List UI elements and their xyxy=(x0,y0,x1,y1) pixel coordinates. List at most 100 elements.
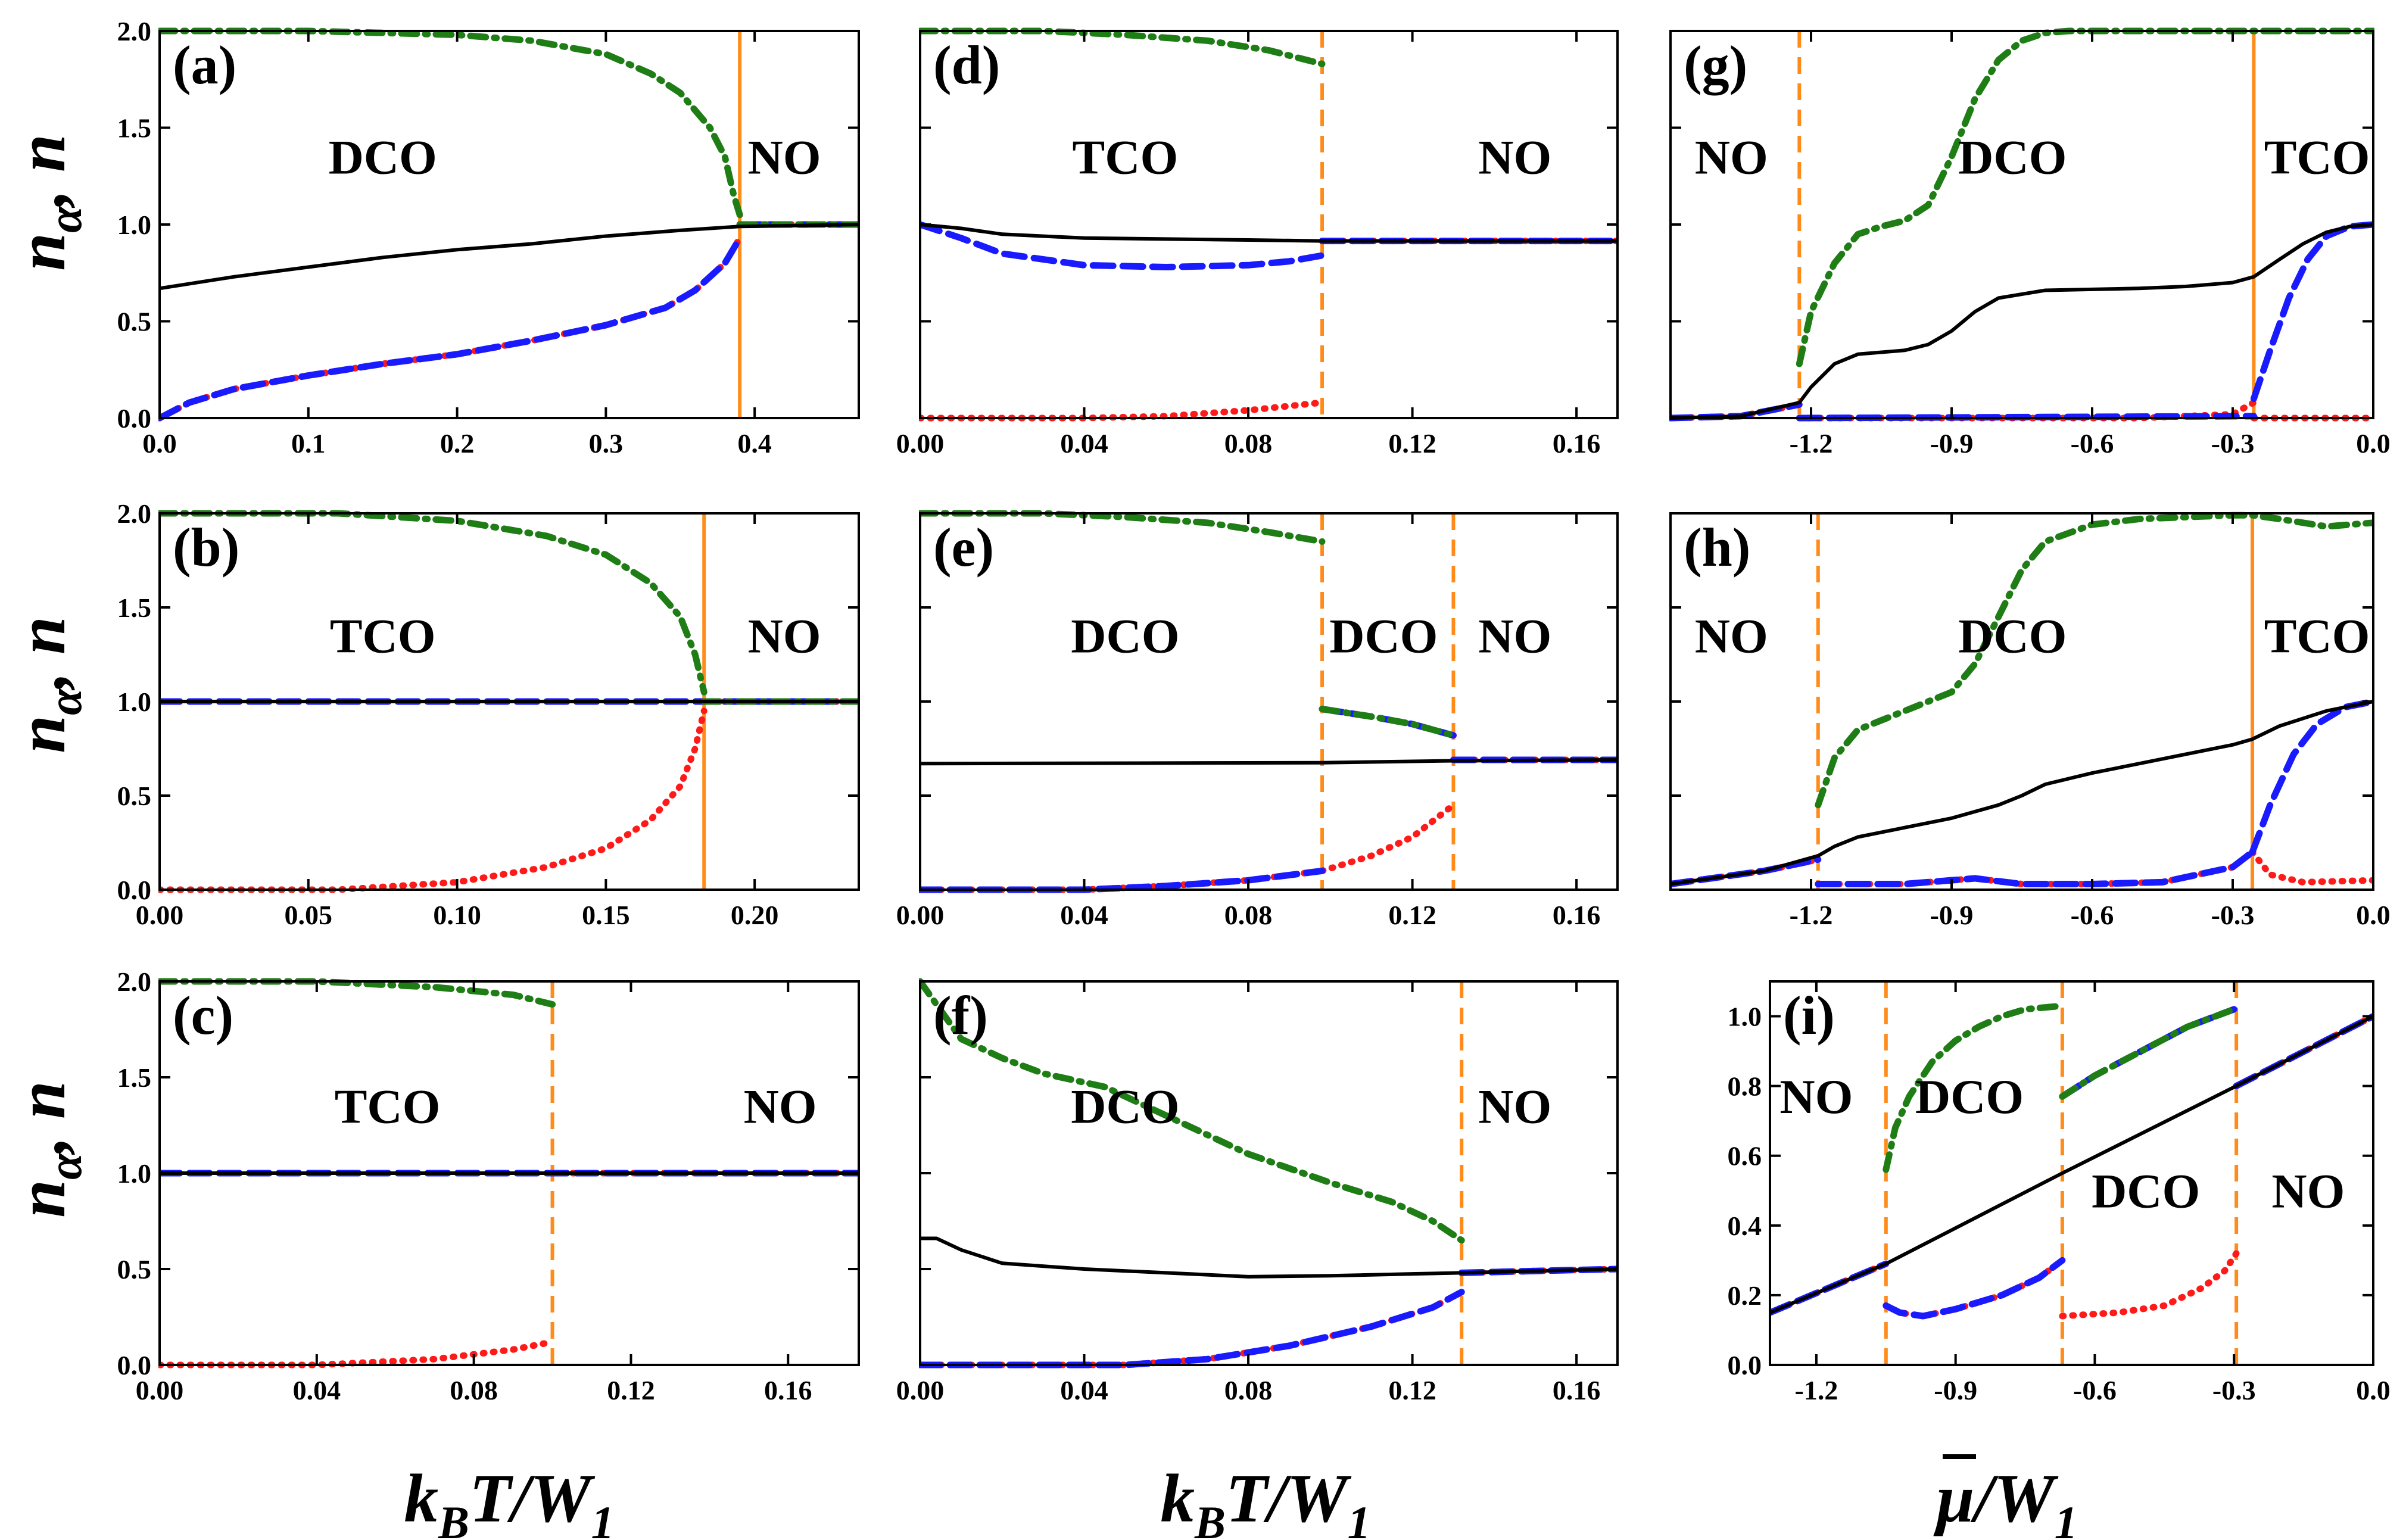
x-tick-label: -0.3 xyxy=(2211,428,2255,459)
panel-label: (a) xyxy=(173,35,236,95)
series-n_alpha_1 xyxy=(158,27,743,219)
y-tick-label: 0.0 xyxy=(117,1350,152,1380)
region-label: DCO xyxy=(1958,130,2067,184)
y-tick-label: 1.0 xyxy=(117,210,152,240)
x-tick-label: 0.05 xyxy=(285,900,333,930)
region-label: NO xyxy=(1695,130,1768,184)
svg-text:nα, n: nα, n xyxy=(4,1081,92,1218)
x-tick-label: 0.12 xyxy=(1388,428,1436,459)
panel-c: 0.00 0.04 0.08 0.12 0.16 0.0 0.5 1.0 1.5 2.0 (c) TC… xyxy=(117,967,860,1405)
x-tick-label: 0.00 xyxy=(896,1375,945,1405)
svg-text:μ/W1: μ/W1 xyxy=(1933,1461,2077,1540)
series-n_alpha_3 xyxy=(2059,1250,2240,1320)
panel-e: 0.00 0.04 0.08 0.12 0.16 (e) DCO DCO NO xyxy=(896,510,1619,930)
ylabel-n: n xyxy=(4,233,79,271)
x-tick-label: 0.04 xyxy=(1060,1375,1108,1405)
axes-frame xyxy=(1769,980,2374,1366)
plot-area xyxy=(919,978,1619,1368)
region-label: NO xyxy=(1478,130,1551,184)
series-n_alpha_2 xyxy=(1883,1257,2066,1320)
plot-area xyxy=(158,978,860,1368)
region-label: NO xyxy=(1478,1079,1551,1133)
ylabel-sub: α xyxy=(39,205,92,233)
y-tick-label: 0.5 xyxy=(117,1254,152,1285)
y-tick-label: 0.4 xyxy=(1728,1211,1762,1241)
x-tick-label: 0.12 xyxy=(1388,1375,1436,1405)
y-tick-label: 0.5 xyxy=(117,307,152,337)
axes-frame xyxy=(919,30,1619,419)
plot-area xyxy=(1669,512,2374,890)
x-tick-label: 0.2 xyxy=(440,428,475,459)
series-n_alpha_2 xyxy=(158,235,743,422)
x-tick-label: -0.6 xyxy=(2071,900,2114,930)
series-n_alpha_1 xyxy=(158,510,708,696)
region-label: NO xyxy=(2271,1164,2345,1218)
x-tick-label: 0.1 xyxy=(291,428,326,459)
axes-frame xyxy=(919,512,1619,891)
region-label: TCO xyxy=(2264,130,2370,184)
panel-label: (b) xyxy=(173,517,239,578)
series-n_alpha_1 xyxy=(919,978,1465,1244)
region-label: NO xyxy=(748,130,821,184)
series-n xyxy=(1669,223,2374,420)
x-tick-label: -0.3 xyxy=(2211,900,2255,930)
series-n xyxy=(158,223,860,291)
plot-area xyxy=(919,27,1619,422)
panel-d: 0.00 0.04 0.08 0.12 0.16 (d) TCO NO xyxy=(896,27,1619,459)
panel-label: (g) xyxy=(1684,35,1747,95)
series-n_alpha_1 xyxy=(1883,1002,2066,1173)
x-tick-label: 0.08 xyxy=(1224,1375,1273,1405)
xlabel-k: k xyxy=(1161,1461,1195,1536)
x-tick-label: 0.20 xyxy=(731,900,779,930)
x-tick-label: -0.3 xyxy=(2212,1375,2256,1405)
xlabel-sub-1: 1 xyxy=(591,1497,614,1540)
y-tick-label: 0.2 xyxy=(1728,1280,1762,1311)
ylabel-row-3: nα, n xyxy=(4,1081,92,1218)
panel-h: -1.2 -0.9 -0.6 -0.3 0.0 (h) NO DCO TCO xyxy=(1669,512,2391,930)
x-tick-label: -0.9 xyxy=(1934,1375,1977,1405)
x-tick-label: 0.00 xyxy=(136,900,184,930)
panel-label: (e) xyxy=(933,517,994,578)
region-label: NO xyxy=(1695,609,1768,663)
ylabel-row-1: nα, n xyxy=(4,134,92,271)
x-tick-label: -0.6 xyxy=(2073,1375,2117,1405)
series-n_alpha_3 xyxy=(1883,1257,2066,1320)
series-n_alpha_3 xyxy=(1319,802,1457,874)
panel-g: -1.2 -0.9 -0.6 -0.3 0.0 (g) NO DCO TCO xyxy=(1669,27,2391,459)
region-label: NO xyxy=(1779,1070,1853,1124)
plot-area xyxy=(1669,27,2374,422)
x-tick-label: 0.4 xyxy=(737,428,772,459)
svg-text:nα, n: nα, n xyxy=(4,134,92,271)
xlabel-left: kBT/W1 xyxy=(404,1461,615,1540)
xlabel-k: k xyxy=(404,1461,439,1536)
x-tick-label: -0.6 xyxy=(2071,428,2114,459)
y-tick-label: 2.0 xyxy=(117,498,152,529)
panel-f: 0.00 0.04 0.08 0.12 0.16 (f) DCO NO xyxy=(896,978,1619,1405)
x-tick-label: -0.9 xyxy=(1930,428,1974,459)
xlabel-sub-b: B xyxy=(1194,1497,1226,1540)
series-n_alpha_2 xyxy=(919,867,1326,893)
x-tick-label: 0.00 xyxy=(896,428,945,459)
panel-label: (h) xyxy=(1684,517,1750,578)
series-n xyxy=(1669,700,2374,886)
region-label: TCO xyxy=(330,609,436,663)
series-n_alpha_2 xyxy=(2250,221,2374,402)
region-label: NO xyxy=(744,1079,817,1133)
x-tick-label: 0.12 xyxy=(607,1375,655,1405)
y-tick-label: 0.0 xyxy=(117,875,152,905)
series-n_alpha_3 xyxy=(158,235,743,422)
region-label: TCO xyxy=(1073,130,1179,184)
x-tick-label: 0.0 xyxy=(2356,1375,2391,1405)
axes-frame xyxy=(919,980,1619,1366)
region-label: DCO xyxy=(1958,609,2067,663)
series-n_alpha_3 xyxy=(919,399,1326,422)
x-tick-label: -1.2 xyxy=(1790,428,1833,459)
x-tick-label: -1.2 xyxy=(1795,1375,1838,1405)
xlabel-sub-1: 1 xyxy=(2055,1497,2078,1540)
series-n_alpha_2 xyxy=(2249,698,2374,856)
panel-label: (c) xyxy=(173,985,233,1046)
y-tick-label: 0.8 xyxy=(1728,1071,1762,1102)
ylabel-rest: , n xyxy=(4,616,79,690)
xlabel-mu: μ xyxy=(1933,1461,1974,1536)
y-tick-label: 1.5 xyxy=(117,113,152,144)
